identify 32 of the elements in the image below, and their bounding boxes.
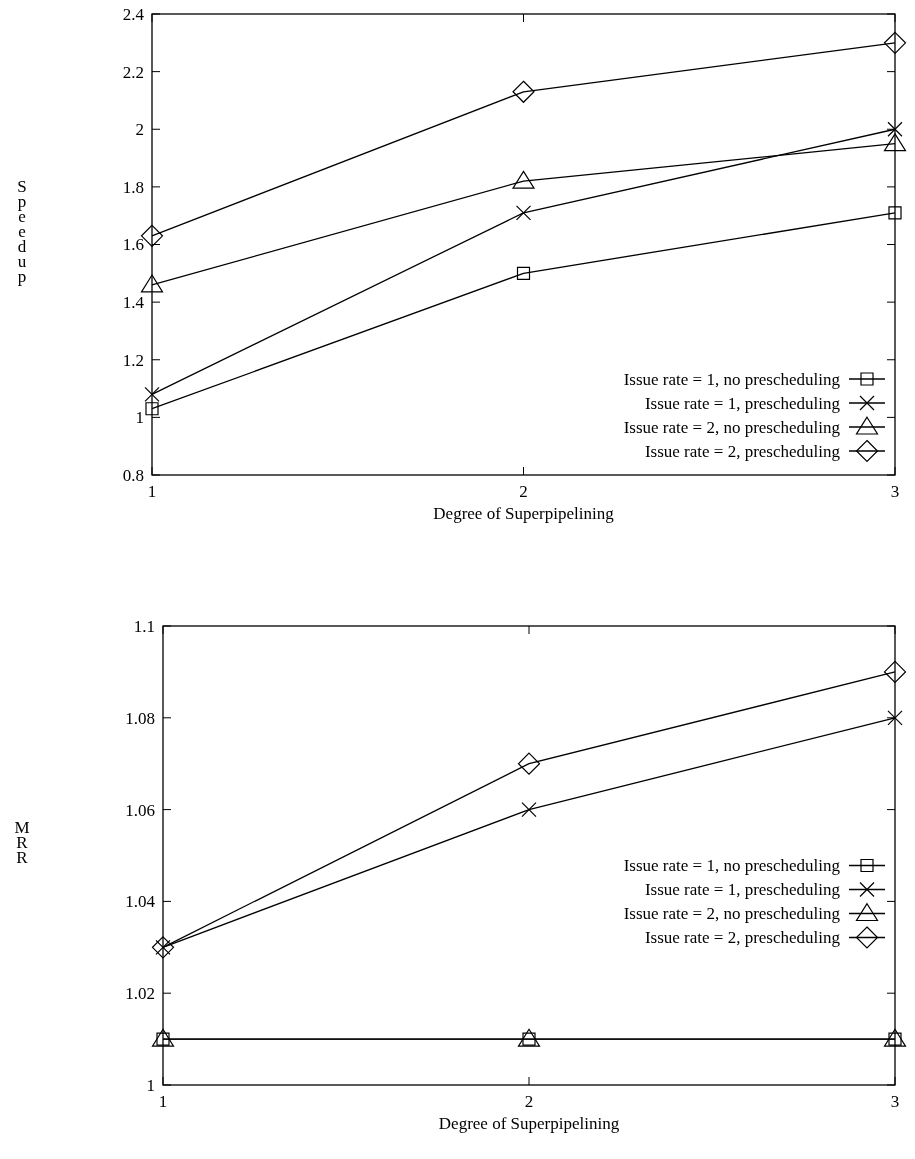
legend-label: Issue rate = 1, prescheduling	[644, 393, 841, 413]
legend-label: Issue rate = 2, prescheduling	[644, 928, 841, 948]
y-tick-label: 2.4	[122, 4, 145, 24]
y-tick-label: 1.4	[122, 293, 145, 313]
y-axis-title: Speedup	[17, 177, 27, 286]
y-tick-label: 1	[135, 408, 144, 428]
y-tick-label: 1.04	[125, 892, 156, 912]
legend-label: Issue rate = 1, prescheduling	[644, 880, 841, 900]
y-tick-label: 1.1	[133, 616, 155, 636]
y-tick-label: 2.2	[122, 62, 144, 82]
y-tick-label: 1.8	[122, 177, 144, 197]
legend-label: Issue rate = 2, no prescheduling	[623, 904, 841, 924]
y-tick-label: 1.2	[122, 350, 144, 370]
x-tick-label: 2	[524, 1092, 534, 1111]
x-axis-title: Degree of Superpipelining	[433, 504, 615, 523]
x-tick-label: 3	[890, 1092, 900, 1111]
y-tick-label: 1.02	[125, 984, 155, 1004]
x-tick-label: 2	[519, 482, 528, 501]
y-tick-label: 0.8	[122, 465, 144, 485]
y-tick-label: 1.6	[122, 235, 144, 255]
y-tick-label: 1	[146, 1075, 155, 1095]
legend-label: Issue rate = 2, prescheduling	[644, 441, 841, 461]
legend-label: Issue rate = 1, no prescheduling	[623, 369, 841, 389]
y-tick-label: 1.08	[125, 708, 155, 728]
x-tick-label: 3	[890, 482, 900, 501]
legend-label: Issue rate = 2, no prescheduling	[623, 417, 841, 437]
y-axis-title: MRR	[14, 818, 30, 867]
x-tick-label: 1	[158, 1092, 168, 1111]
y-tick-label: 2	[135, 120, 144, 140]
x-axis-title: Degree of Superpipelining	[438, 1114, 620, 1133]
y-tick-label: 1.06	[125, 800, 155, 820]
legend-label: Issue rate = 1, no prescheduling	[623, 856, 841, 876]
